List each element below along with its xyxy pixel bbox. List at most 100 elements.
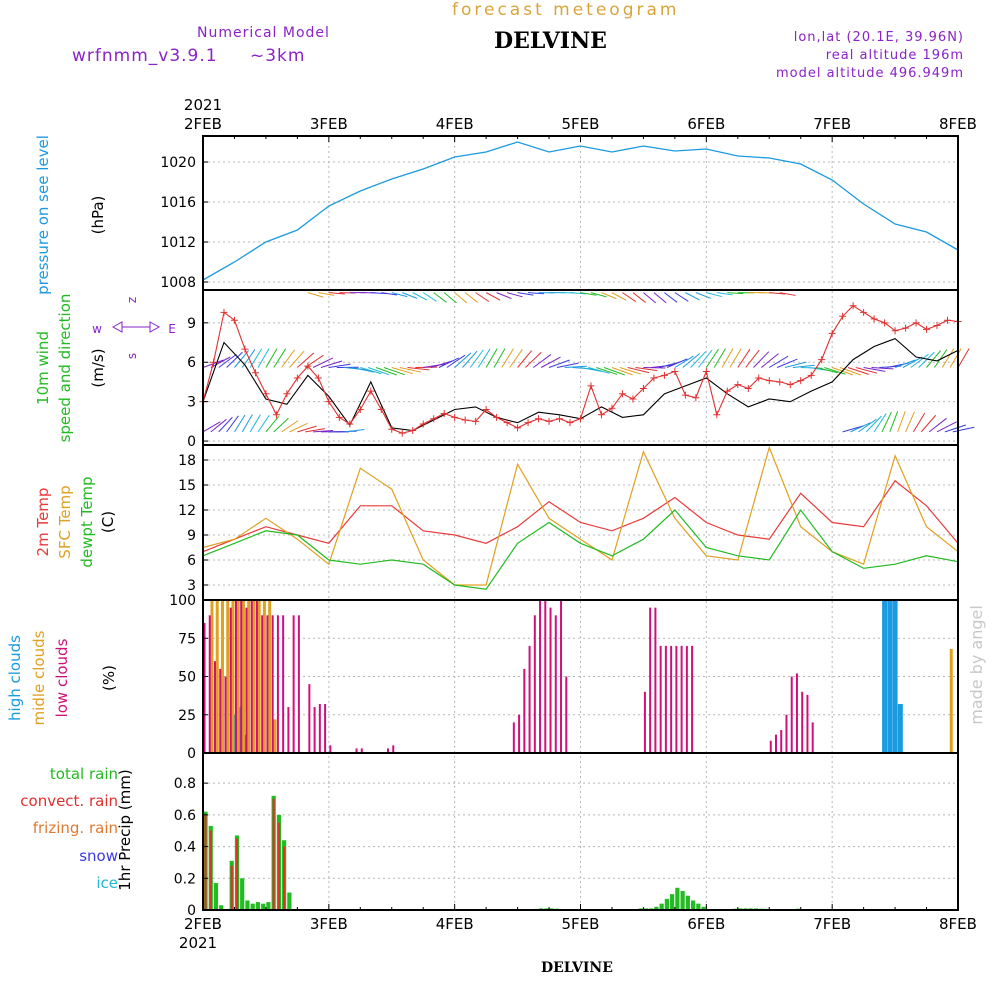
- wind-speed-marker: [797, 377, 805, 385]
- wind-speed-marker: [398, 429, 406, 437]
- wind-speed-marker: [209, 358, 217, 366]
- wind-speed-marker: [524, 419, 532, 427]
- wind-direction-arrow: [842, 425, 864, 433]
- model-label: Numerical Model: [197, 25, 330, 41]
- cloud-bar: [215, 600, 219, 753]
- wind-direction-arrow: [588, 367, 610, 374]
- wind-direction-arrow: [367, 367, 390, 376]
- wind-speed-marker: [755, 374, 763, 382]
- cloud-bar: [276, 615, 279, 753]
- wind-speed-marker: [639, 385, 647, 393]
- temperature-line: [202, 508, 959, 590]
- wind-direction-arrow: [863, 367, 886, 372]
- wind-speed-marker: [597, 411, 605, 419]
- cloud-bar: [324, 704, 327, 753]
- wind-direction-arrow: [905, 411, 915, 433]
- cloud-bar: [313, 707, 316, 753]
- wind-direction-arrow: [381, 292, 398, 296]
- top-day-label: 6FEB: [687, 115, 725, 133]
- wind-speed-marker: [839, 312, 847, 320]
- precip-legend-item: total rain: [50, 765, 118, 783]
- wind-direction-arrow: [469, 349, 484, 368]
- wind-direction-arrow: [695, 292, 711, 299]
- wind-direction-arrow: [824, 367, 846, 375]
- wind-direction-arrow: [289, 422, 308, 433]
- wind-speed-marker: [577, 415, 584, 423]
- wind-direction-arrow: [477, 348, 491, 368]
- wind-speed-marker: [944, 316, 952, 324]
- wind-direction-arrow: [297, 425, 317, 433]
- precip-bar: [675, 887, 680, 910]
- wind-direction-arrow: [399, 367, 422, 373]
- bottom-day-label: 5FEB: [562, 915, 600, 933]
- wind-direction-arrow: [430, 360, 453, 368]
- cloud-bar: [255, 600, 258, 753]
- compass-south: s: [125, 353, 139, 359]
- model-altitude-label: model altitude 496.949m: [775, 66, 964, 81]
- clouds-ytick-label: 50: [178, 670, 196, 686]
- wind-direction-arrow: [443, 292, 457, 304]
- wind-speed-marker: [912, 319, 920, 327]
- wind-direction-arrow: [768, 355, 789, 368]
- wind-direction-arrow: [627, 367, 650, 374]
- cloud-bar: [250, 600, 253, 753]
- wind-direction-arrow: [281, 349, 296, 368]
- wind-direction-arrow: [713, 348, 726, 368]
- wind-direction-arrow: [493, 348, 506, 368]
- wind-speed-marker: [618, 390, 626, 398]
- wind-direction-arrow: [643, 367, 666, 369]
- wind-speed-marker: [723, 387, 731, 395]
- wind-speed-marker: [566, 419, 574, 427]
- wind-direction-arrow: [910, 353, 929, 368]
- cloud-bar: [210, 600, 214, 753]
- wind-direction-arrow: [737, 348, 751, 368]
- wind-direction-arrow: [745, 349, 760, 368]
- wind-direction-arrow: [601, 292, 617, 300]
- watermark: made by angel: [967, 605, 986, 725]
- wind-direction-arrow: [685, 292, 700, 301]
- precip-bar: [277, 822, 281, 910]
- wind-direction-arrow: [674, 355, 694, 368]
- wind-speed-marker: [262, 390, 270, 398]
- wind-speed-marker: [860, 308, 868, 316]
- wind-direction-arrow: [653, 292, 667, 304]
- cloud-bar: [659, 645, 662, 753]
- wind-speed-marker: [923, 325, 931, 333]
- wind-speed-marker: [335, 413, 343, 421]
- wind-speed-marker: [744, 385, 752, 393]
- wind-direction-arrow: [635, 367, 658, 372]
- wind-speed-marker: [430, 415, 438, 423]
- wind-direction-arrow: [202, 421, 221, 433]
- precip-bar: [209, 830, 212, 910]
- clouds-ytick-label: 25: [178, 708, 196, 724]
- cloud-bar: [240, 600, 243, 753]
- wind-speed-marker: [702, 367, 710, 375]
- wind-direction-arrow: [412, 292, 428, 301]
- cloud-bar: [664, 645, 667, 753]
- cloud-bar: [533, 615, 536, 753]
- wind-ytick-label: 6: [187, 355, 196, 371]
- frame-layer: [202, 135, 959, 911]
- cloud-bar: [806, 694, 809, 753]
- pressure-ytick-label: 1020: [160, 155, 196, 171]
- wind-speed-marker: [933, 321, 941, 329]
- precip-bar: [272, 798, 275, 910]
- cloud-bar: [654, 607, 657, 753]
- cloud-bar: [287, 707, 290, 753]
- wind-speed-marker: [346, 420, 354, 428]
- cloud-bar: [949, 648, 953, 753]
- wind-direction-arrow: [402, 292, 418, 299]
- lonlat-label: lon,lat (20.1E, 39.96N): [793, 30, 964, 45]
- wind-direction-arrow: [517, 350, 533, 368]
- wind-direction-arrow: [226, 351, 243, 368]
- wind-direction-arrow: [540, 356, 561, 368]
- precip-bar: [283, 846, 286, 910]
- cloud-bar: [268, 600, 272, 753]
- wind-direction-arrow: [218, 416, 233, 433]
- wind-direction-arrow: [881, 411, 892, 433]
- wind-direction-arrow: [210, 356, 231, 368]
- precip-bar: [664, 898, 669, 910]
- cloud-bar: [544, 600, 547, 753]
- wind-speed-marker: [388, 425, 396, 433]
- temperature-line: [202, 479, 959, 553]
